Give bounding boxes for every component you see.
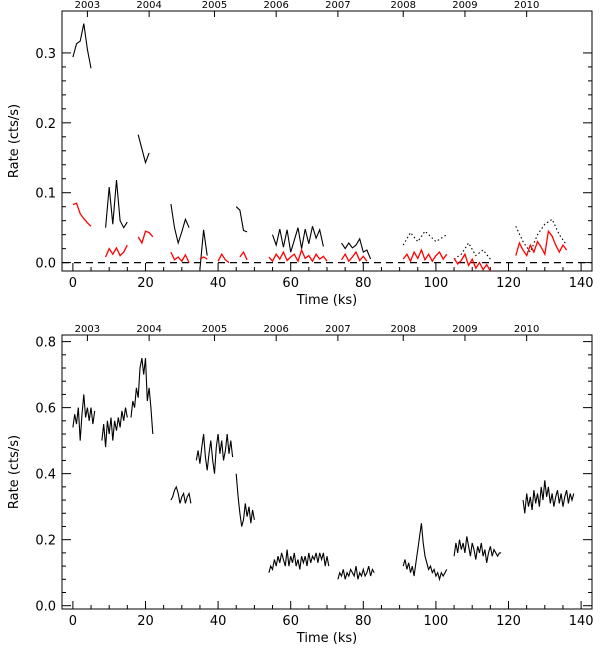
- x-tick-label: 0: [69, 614, 77, 629]
- x-tick-label: 20: [137, 614, 154, 629]
- x-tick-label: 120: [496, 614, 521, 629]
- series-line-segment: [268, 549, 330, 573]
- top-year-label: 2006: [263, 324, 288, 335]
- top-year-label: 2010: [514, 0, 539, 11]
- series-line-segment: [453, 241, 491, 260]
- series-line-segment: [453, 252, 491, 271]
- top-year-label: 2006: [263, 0, 288, 11]
- data-layer: [72, 357, 575, 582]
- data-layer: [72, 23, 568, 271]
- x-tick-label: 60: [282, 614, 299, 629]
- x-tick-label: 140: [569, 614, 594, 629]
- top-year-label: 2008: [391, 324, 416, 335]
- plot-frame: [61, 10, 593, 272]
- series-line-segment: [72, 23, 92, 69]
- series-line-segment: [235, 473, 255, 527]
- series-line-segment: [402, 248, 448, 263]
- x-tick-label: 100: [423, 276, 448, 291]
- series-line-segment: [137, 134, 150, 165]
- y-tick-label: 0.8: [35, 336, 56, 351]
- chart-panel-1: 0 20 40 60 80 100 120 140 0.0 0.1 0.2 0.3 2003 2004 20…: [7, 0, 594, 308]
- series-line-segment: [72, 394, 96, 441]
- series-line-segment: [515, 218, 568, 254]
- x-tick-label: 140: [569, 276, 594, 291]
- top-year-label: 2010: [514, 324, 539, 335]
- series-line-segment: [239, 250, 248, 261]
- series-line-segment: [235, 206, 248, 233]
- series-line-segment: [217, 252, 230, 264]
- y-tick-label: 0.1: [35, 187, 56, 202]
- x-tick-label: 0: [69, 276, 77, 291]
- x-tick-label: 20: [137, 276, 154, 291]
- x-tick-label: 40: [210, 614, 227, 629]
- series-line-segment: [72, 202, 92, 227]
- x-axis-label: Time (ks): [296, 631, 357, 646]
- series-line-segment: [195, 433, 234, 474]
- series-line-segment: [402, 523, 448, 582]
- top-year-label: 2004: [136, 0, 161, 11]
- y-axis-label: Rate (cts/s): [7, 435, 22, 509]
- top-year-label: 2009: [452, 324, 477, 335]
- top-year-label: 2005: [202, 0, 227, 11]
- series-line-segment: [337, 565, 375, 580]
- y-tick-label: 0.0: [35, 257, 56, 272]
- series-line-segment: [515, 229, 568, 258]
- y-tick-label: 0.3: [35, 47, 56, 62]
- series-line-segment: [268, 248, 328, 263]
- y-tick-label: 0.2: [35, 117, 56, 132]
- y-axis-label: Rate (cts/s): [7, 104, 22, 178]
- top-year-label: 2005: [202, 324, 227, 335]
- series-line-segment: [271, 226, 324, 253]
- top-year-label: 2007: [325, 0, 350, 11]
- x-tick-label: 40: [210, 276, 227, 291]
- series-line-segment: [105, 244, 128, 258]
- series-line-segment: [402, 230, 448, 246]
- y-tick-label: 0.0: [35, 600, 56, 615]
- series-line-segment: [170, 203, 190, 246]
- series-line-segment: [170, 251, 190, 263]
- top-year-label: 2003: [75, 0, 100, 11]
- plot-frame: [61, 334, 593, 610]
- series-line-segment: [137, 230, 154, 245]
- x-tick-label: 80: [355, 276, 372, 291]
- y-tick-label: 0.4: [35, 468, 56, 483]
- series-line-segment: [130, 357, 154, 435]
- chart-panel-2: 0 20 40 60 80 100 120 140 0.0 0.2 0.4 0.6 0.8 2003 200…: [7, 324, 594, 646]
- top-year-label: 2003: [75, 324, 100, 335]
- y-tick-label: 0.6: [35, 402, 56, 417]
- x-tick-label: 100: [423, 614, 448, 629]
- x-axis-label: Time (ks): [296, 293, 357, 308]
- series-line-segment: [340, 250, 368, 263]
- x-tick-label: 80: [355, 614, 372, 629]
- series-line-segment: [341, 237, 372, 260]
- x-tick-label: 60: [282, 276, 299, 291]
- series-line-segment: [105, 180, 128, 229]
- series-line-segment: [453, 536, 502, 563]
- top-year-label: 2007: [325, 324, 350, 335]
- series-line-segment: [170, 485, 192, 504]
- x-tick-label: 120: [496, 276, 521, 291]
- series-line-segment: [199, 256, 208, 260]
- series-line-segment: [101, 407, 128, 448]
- top-year-label: 2004: [136, 324, 161, 335]
- top-year-label: 2008: [391, 0, 416, 11]
- top-year-label: 2009: [452, 0, 477, 11]
- series-line-segment: [199, 229, 208, 270]
- series-line-segment: [522, 480, 575, 514]
- y-tick-label: 0.2: [35, 534, 56, 549]
